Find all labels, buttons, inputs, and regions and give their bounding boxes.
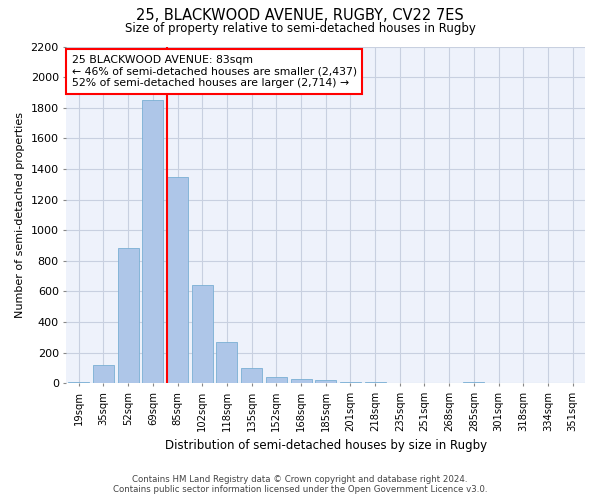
Bar [340, 382, 361, 383]
Bar [266, 377, 287, 383]
Bar [241, 368, 262, 383]
Text: Contains HM Land Registry data © Crown copyright and database right 2024.
Contai: Contains HM Land Registry data © Crown c… [113, 474, 487, 494]
Text: 25, BLACKWOOD AVENUE, RUGBY, CV22 7ES: 25, BLACKWOOD AVENUE, RUGBY, CV22 7ES [136, 8, 464, 23]
Bar [463, 382, 484, 383]
Bar [365, 382, 386, 383]
Y-axis label: Number of semi-detached properties: Number of semi-detached properties [15, 112, 25, 318]
Bar [167, 176, 188, 383]
Bar [142, 100, 163, 383]
Text: 25 BLACKWOOD AVENUE: 83sqm
← 46% of semi-detached houses are smaller (2,437)
52%: 25 BLACKWOOD AVENUE: 83sqm ← 46% of semi… [71, 55, 357, 88]
Bar [192, 285, 213, 383]
Bar [290, 378, 311, 383]
Text: Size of property relative to semi-detached houses in Rugby: Size of property relative to semi-detach… [125, 22, 475, 35]
Bar [68, 382, 89, 383]
Bar [118, 248, 139, 383]
Bar [315, 380, 336, 383]
X-axis label: Distribution of semi-detached houses by size in Rugby: Distribution of semi-detached houses by … [164, 440, 487, 452]
Bar [93, 365, 114, 383]
Bar [217, 342, 238, 383]
